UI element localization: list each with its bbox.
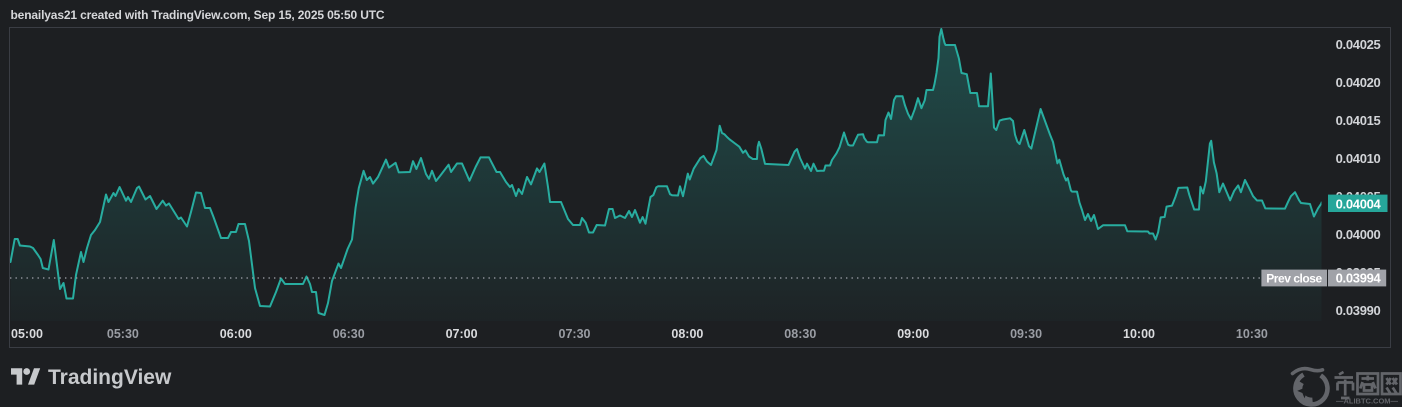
svg-text:05:00: 05:00 bbox=[11, 327, 43, 341]
svg-text:09:00: 09:00 bbox=[897, 327, 929, 341]
svg-text:Prev close: Prev close bbox=[1266, 271, 1322, 285]
svg-text:09:30: 09:30 bbox=[1010, 327, 1042, 341]
svg-text:0.04000: 0.04000 bbox=[1336, 227, 1381, 242]
svg-text:0.04004: 0.04004 bbox=[1336, 197, 1382, 212]
svg-text:07:30: 07:30 bbox=[559, 327, 591, 341]
svg-text:—ALIBTC.COM—: —ALIBTC.COM— bbox=[1336, 397, 1399, 406]
svg-text:08:00: 08:00 bbox=[671, 327, 703, 341]
svg-text:benailyas21 created with Tradi: benailyas21 created with TradingView.com… bbox=[11, 8, 385, 22]
svg-text:06:00: 06:00 bbox=[220, 327, 252, 341]
svg-text:05:30: 05:30 bbox=[107, 327, 139, 341]
svg-text:0.03994: 0.03994 bbox=[1336, 271, 1382, 286]
svg-text:0.04010: 0.04010 bbox=[1336, 151, 1381, 166]
svg-text:0.04015: 0.04015 bbox=[1336, 113, 1381, 128]
svg-text:0.03990: 0.03990 bbox=[1336, 303, 1381, 318]
svg-text:06:30: 06:30 bbox=[333, 327, 365, 341]
svg-text:10:00: 10:00 bbox=[1123, 327, 1155, 341]
svg-text:0.04020: 0.04020 bbox=[1336, 75, 1381, 90]
svg-text:10:30: 10:30 bbox=[1236, 327, 1268, 341]
svg-text:TradingView: TradingView bbox=[48, 366, 172, 389]
svg-text:07:00: 07:00 bbox=[446, 327, 478, 341]
svg-text:0.04025: 0.04025 bbox=[1336, 37, 1381, 52]
svg-text:08:30: 08:30 bbox=[784, 327, 816, 341]
